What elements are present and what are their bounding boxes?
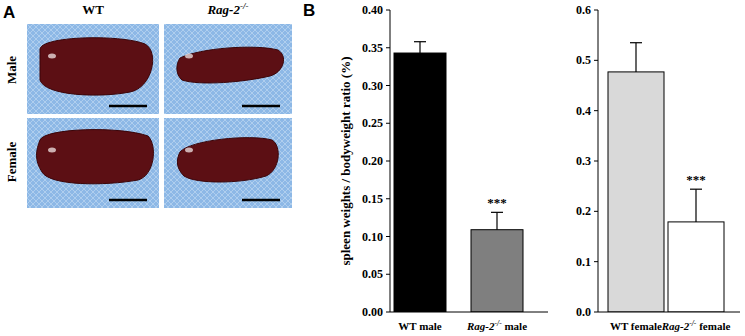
y-tick-label: 0.2 bbox=[576, 204, 591, 218]
y-tick-label: 0.10 bbox=[362, 230, 383, 244]
suffix: female bbox=[696, 320, 730, 332]
y-tick bbox=[386, 10, 390, 11]
y-tick-label: 0.05 bbox=[362, 267, 383, 281]
bar bbox=[668, 222, 724, 312]
y-tick-label: 0.00 bbox=[362, 305, 383, 319]
highlight bbox=[48, 54, 56, 59]
panel-letter: B bbox=[303, 1, 315, 20]
y-tick-label: 0.25 bbox=[362, 116, 383, 130]
error-cap bbox=[414, 41, 426, 42]
y-tick-label: 0.30 bbox=[362, 79, 383, 93]
y-tick bbox=[594, 261, 598, 262]
photo-background bbox=[27, 118, 159, 208]
bars bbox=[394, 42, 523, 312]
photo-background bbox=[27, 24, 159, 114]
error-line bbox=[419, 42, 420, 53]
photo-background bbox=[164, 118, 292, 208]
x-tick-label: Rag-2-/- male bbox=[466, 319, 527, 333]
panel-letter: A bbox=[3, 3, 15, 22]
scale-bar bbox=[242, 199, 280, 202]
y-tick bbox=[386, 198, 390, 199]
y-tick bbox=[386, 274, 390, 275]
bar bbox=[471, 230, 523, 312]
error-line bbox=[496, 212, 497, 229]
significance: *** bbox=[487, 195, 507, 210]
genotype: Rag-2 bbox=[466, 320, 495, 332]
error-bar bbox=[491, 212, 503, 229]
scale-bar bbox=[242, 105, 280, 108]
y-tick-label: 0.20 bbox=[362, 154, 383, 168]
scale-bar bbox=[109, 199, 147, 202]
y-tick-label: 0.40 bbox=[362, 3, 383, 17]
row-label: Female bbox=[4, 142, 19, 183]
scale-bar bbox=[109, 105, 147, 108]
y-tick bbox=[594, 312, 598, 313]
y-tick bbox=[386, 123, 390, 124]
bar bbox=[394, 53, 446, 312]
superscript: -/- bbox=[240, 1, 249, 11]
figure: AWTRag-2-/-MaleFemaleBWT male***Rag-2-/-… bbox=[0, 0, 745, 336]
y-tick-label: 0.3 bbox=[576, 154, 591, 168]
column-label: Rag-2-/- bbox=[206, 1, 248, 17]
spleen bbox=[37, 130, 154, 184]
spleen bbox=[177, 138, 278, 182]
x-tick-label: WT female bbox=[610, 320, 662, 332]
spleen bbox=[177, 47, 284, 83]
significance: *** bbox=[686, 172, 706, 187]
bar-chart: WT male *** Rag-2-/- male 0.00 0.05 0.10 0.15 0… bbox=[338, 3, 548, 332]
row-label: Male bbox=[4, 56, 19, 84]
photo-background bbox=[164, 24, 292, 114]
y-tick-label: 0.15 bbox=[362, 192, 383, 206]
y-tick-label: 0.35 bbox=[362, 41, 383, 55]
error-bar bbox=[414, 42, 426, 53]
genotype: Rag-2 bbox=[661, 320, 690, 332]
y-tick-label: 0.1 bbox=[576, 255, 591, 269]
bars bbox=[608, 43, 724, 312]
y-tick bbox=[386, 312, 390, 313]
error-cap bbox=[491, 212, 503, 213]
y-tick-label: 0.4 bbox=[576, 104, 591, 118]
error-line bbox=[695, 189, 696, 222]
y-tick bbox=[594, 10, 598, 11]
error-bar bbox=[690, 189, 702, 222]
x-tick-label: WT male bbox=[398, 320, 442, 332]
y-tick bbox=[594, 110, 598, 111]
error-cap bbox=[690, 189, 702, 190]
y-tick bbox=[386, 85, 390, 86]
y-tick bbox=[386, 236, 390, 237]
y-axis-label: spleen weights / bodyweight ratio (%) bbox=[338, 56, 353, 265]
y-tick bbox=[594, 211, 598, 212]
suffix: male bbox=[502, 320, 527, 332]
figure-root: AWTRag-2-/-MaleFemaleBWT male***Rag-2-/-… bbox=[0, 0, 745, 336]
x-tick-label: Rag-2-/- female bbox=[661, 319, 731, 333]
y-tick bbox=[594, 161, 598, 162]
column-label: WT bbox=[82, 2, 104, 17]
spleen bbox=[40, 38, 153, 95]
highlight bbox=[48, 148, 56, 153]
error-bar bbox=[630, 43, 642, 72]
y-tick-label: 0.5 bbox=[576, 53, 591, 67]
genotype: Rag-2 bbox=[206, 2, 240, 17]
x-axis bbox=[598, 312, 740, 313]
y-tick-label: 0.0 bbox=[576, 305, 591, 319]
error-cap bbox=[630, 42, 642, 43]
highlight bbox=[185, 148, 193, 153]
error-line bbox=[635, 43, 636, 72]
y-tick bbox=[594, 60, 598, 61]
y-tick bbox=[386, 47, 390, 48]
highlight bbox=[185, 54, 193, 59]
x-axis bbox=[390, 312, 548, 313]
bar bbox=[608, 72, 664, 312]
y-tick bbox=[386, 161, 390, 162]
y-tick-label: 0.6 bbox=[576, 3, 591, 17]
bar-chart: WT female *** Rag-2-/- female 0.0 0.1 0.2 0.3 0… bbox=[576, 3, 740, 332]
